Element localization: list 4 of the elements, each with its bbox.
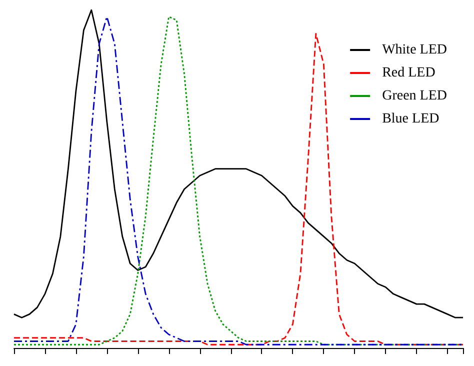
legend-label: Red LED <box>382 66 436 80</box>
legend-label: White LED <box>382 42 447 58</box>
legend-label: Green LED <box>382 88 447 104</box>
legend-label: Blue LED <box>382 112 440 126</box>
